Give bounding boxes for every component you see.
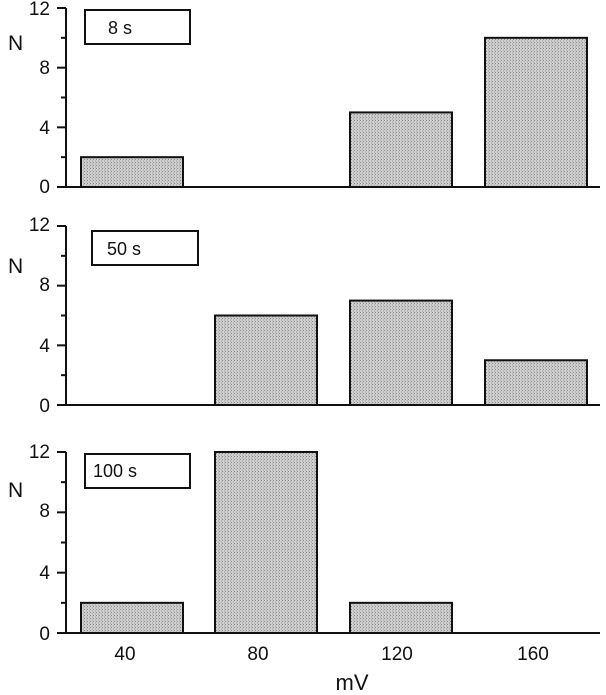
bar xyxy=(214,314,318,406)
legend-box xyxy=(84,453,191,489)
x-tick-label: 40 xyxy=(114,644,135,665)
bar xyxy=(349,299,453,407)
legend-box xyxy=(91,230,199,266)
y-tick-label: 8 xyxy=(39,58,50,79)
bar xyxy=(349,111,453,188)
y-tick-label: 4 xyxy=(39,336,50,357)
x-tick-labels: 40 80 120 160 xyxy=(114,644,548,665)
y-tick-label: 4 xyxy=(39,563,50,584)
legend-label: 50 s xyxy=(107,239,141,259)
legend-label: 8 s xyxy=(108,18,132,38)
y-axis-title: N xyxy=(8,32,23,55)
y-axis-title: N xyxy=(8,479,23,502)
y-tick-label: 0 xyxy=(39,624,50,645)
panel-100s: 100 s N 0 4 8 12 xyxy=(8,442,191,645)
y-tick-label: 0 xyxy=(39,396,50,417)
y-tick-labels: 0 4 8 12 xyxy=(29,215,51,417)
panel-8s: 8 s N 0 4 8 12 xyxy=(8,0,191,198)
panel-50s: 50 s N 0 4 8 12 xyxy=(8,215,199,417)
bar xyxy=(214,451,318,634)
y-tick-labels: 0 4 8 12 xyxy=(29,442,51,645)
chart-marks xyxy=(57,7,600,634)
y-tick-label: 4 xyxy=(39,118,50,139)
x-tick-label: 120 xyxy=(381,644,413,665)
y-tick-label: 12 xyxy=(29,0,50,20)
bar xyxy=(349,601,453,634)
bar xyxy=(80,156,184,189)
y-tick-label: 0 xyxy=(39,177,50,198)
legend-label: 100 s xyxy=(93,461,137,481)
bar xyxy=(484,359,588,406)
x-axis-title: mV xyxy=(336,670,369,695)
bar xyxy=(484,36,588,189)
y-tick-label: 8 xyxy=(39,275,50,296)
y-tick-label: 8 xyxy=(39,501,50,522)
legend-box xyxy=(84,9,191,45)
y-tick-label: 12 xyxy=(29,215,50,236)
bar xyxy=(80,601,184,634)
y-tick-labels: 0 4 8 12 xyxy=(29,0,51,198)
y-tick-label: 12 xyxy=(29,442,50,463)
x-tick-label: 160 xyxy=(517,644,549,665)
y-axis-title: N xyxy=(8,255,23,278)
x-tick-label: 80 xyxy=(247,644,268,665)
